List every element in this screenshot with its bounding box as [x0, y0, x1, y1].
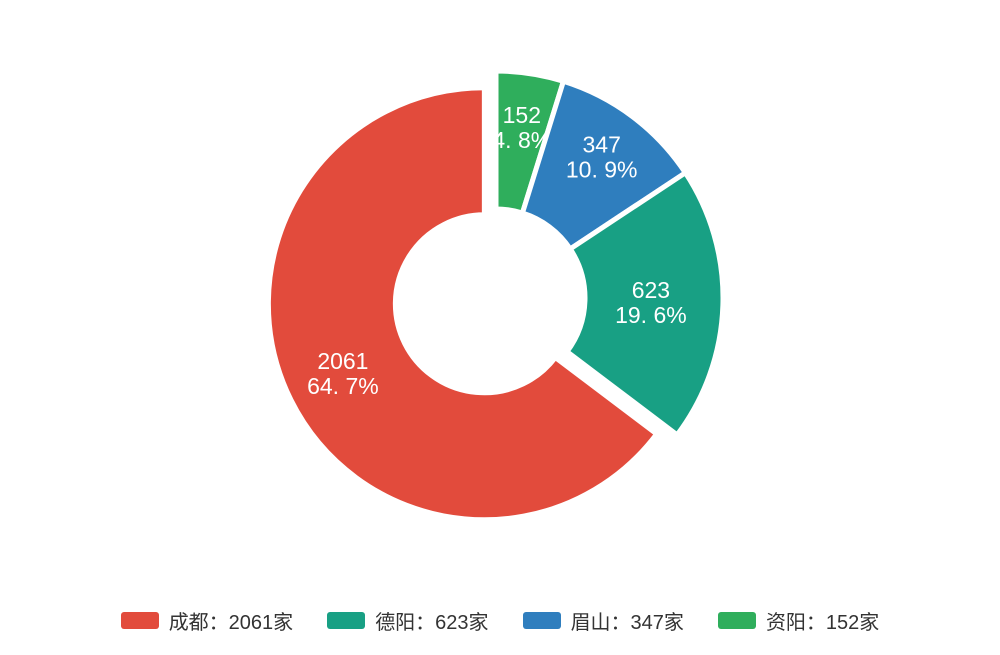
legend-item-chengdu[interactable]: 成都：2061家 [120, 606, 294, 635]
legend-item-deyang[interactable]: 德阳：623家 [327, 606, 489, 635]
legend-swatch-ziyang [717, 612, 756, 629]
legend-swatch-meishan [522, 612, 561, 629]
pie-slice-deyang[interactable] [564, 170, 726, 438]
legend-label-ziyang: 资阳：152家 [765, 612, 880, 634]
legend-swatch-chengdu [120, 612, 159, 629]
pie-slice-meishan[interactable] [519, 78, 688, 252]
pie-slice-chengdu[interactable] [265, 85, 660, 523]
legend-label-deyang: 德阳：623家 [375, 612, 489, 634]
legend-label-chengdu: 成都：2061家 [168, 612, 294, 634]
legend-item-ziyang[interactable]: 资阳：152家 [717, 606, 880, 635]
legend-item-meishan[interactable]: 眉山：347家 [522, 606, 684, 635]
legend-swatch-deyang [327, 612, 366, 629]
legend-label-meishan: 眉山：347家 [570, 612, 684, 634]
legend: 成都：2061家 德阳：623家 眉山：347家 资阳：152家 [0, 606, 1000, 635]
